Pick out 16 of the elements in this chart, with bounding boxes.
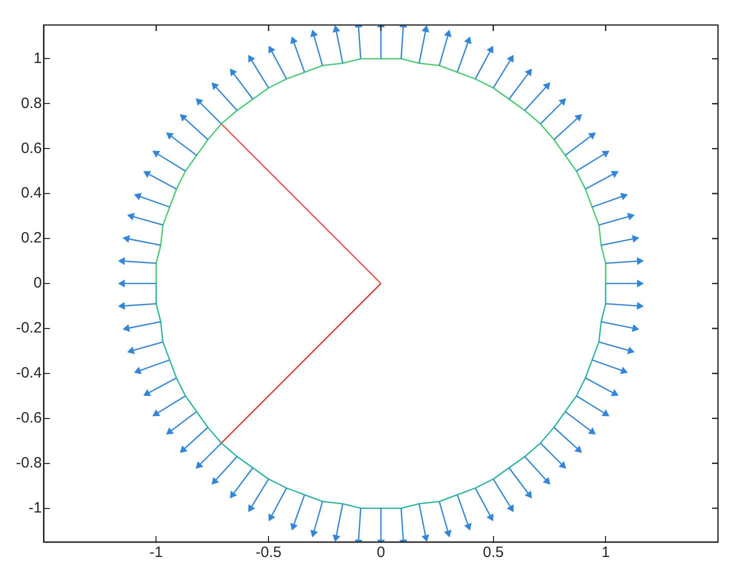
x-tick-label: 0 [376,544,386,562]
y-tick-label: 1 [34,50,42,67]
y-tick-label: -0.6 [16,410,42,427]
x-tick-label: -0.5 [256,544,282,562]
x-tick-label: -1 [150,544,163,562]
x-tick-label: 1 [601,544,610,562]
y-tick-label: 0.4 [20,184,42,202]
y-tick-label: -0.2 [16,320,42,337]
y-tick-label: -1 [28,499,42,516]
y-tick-label: -0.4 [16,364,42,382]
y-tick-label: 0.2 [20,230,42,247]
y-tick-label: 0.8 [20,94,42,112]
y-tick-label: -0.8 [16,454,42,472]
y-tick-label: 0 [34,274,42,292]
y-tick-label: 0.6 [20,140,42,157]
x-tick-label: 0.5 [482,544,504,562]
